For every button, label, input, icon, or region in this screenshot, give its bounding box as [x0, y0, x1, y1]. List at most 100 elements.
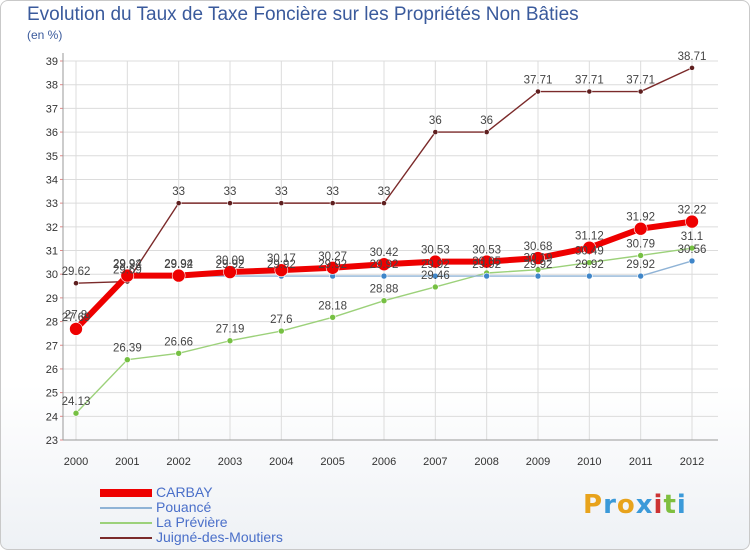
x-tick-label: 2000 — [64, 456, 88, 468]
y-tick-label: 28 — [46, 317, 58, 329]
data-label: 30.56 — [678, 244, 707, 256]
data-point — [274, 263, 289, 277]
data-point — [483, 129, 490, 135]
legend-label: Juigné-des-Moutiers — [156, 529, 283, 545]
legend-item: CARBAY — [100, 485, 283, 500]
x-tick-label: 2010 — [577, 456, 601, 468]
x-tick-label: 2003 — [218, 456, 242, 468]
data-point — [329, 200, 336, 207]
logo-letter: P — [583, 490, 604, 520]
legend: CARBAY Pouancé La Prévière Juigné-des-Mouti… — [100, 485, 283, 545]
data-label: 28.18 — [318, 300, 347, 312]
data-label: 30.17 — [267, 253, 296, 265]
data-label: 29.92 — [626, 259, 655, 271]
y-tick-label: 37 — [46, 103, 58, 115]
data-point — [380, 272, 388, 280]
y-tick-label: 29 — [46, 293, 58, 305]
x-tick-label: 2002 — [166, 456, 190, 468]
data-point — [325, 260, 340, 275]
data-point — [175, 350, 182, 357]
data-label: 31.1 — [681, 231, 703, 243]
data-label: 28.88 — [370, 284, 399, 296]
y-tick-label: 25 — [46, 388, 58, 400]
y-tick-label: 35 — [46, 151, 58, 163]
legend-swatch — [100, 488, 152, 497]
data-label: 33 — [275, 186, 288, 198]
data-label: 29.92 — [421, 259, 450, 271]
data-label: 29.92 — [216, 259, 245, 271]
data-label: 30.42 — [370, 247, 399, 259]
data-point — [171, 268, 186, 283]
data-point — [278, 200, 285, 207]
data-label: 24.13 — [62, 396, 91, 408]
data-point — [381, 200, 387, 207]
data-label: 37.71 — [575, 75, 604, 87]
data-label: 29.94 — [164, 259, 193, 271]
data-label: 26.39 — [113, 343, 142, 355]
data-point — [586, 259, 593, 266]
data-point — [531, 251, 545, 265]
data-point — [685, 214, 699, 229]
x-tick-label: 2006 — [372, 456, 396, 468]
data-label: 29.92 — [472, 259, 501, 271]
data-label: 29.92 — [318, 259, 347, 271]
y-tick-label: 24 — [46, 411, 58, 423]
data-label: 29.46 — [421, 270, 450, 282]
data-label: 30.27 — [318, 251, 347, 263]
x-tick-label: 2012 — [680, 456, 704, 468]
y-tick-label: 23 — [46, 435, 58, 447]
data-label: 30.53 — [421, 245, 450, 257]
data-label: 29.62 — [62, 266, 91, 278]
data-label: 26.66 — [164, 336, 193, 348]
legend-swatch — [100, 536, 152, 539]
legend-item: Pouancé — [100, 500, 283, 515]
data-label: 37.71 — [626, 75, 655, 87]
x-tick-label: 2008 — [474, 456, 498, 468]
data-point — [432, 272, 439, 280]
data-point — [73, 280, 79, 287]
y-tick-label: 26 — [46, 364, 58, 376]
data-point — [689, 64, 695, 71]
logo-letter: i — [676, 490, 687, 520]
logo-letter: x — [635, 490, 654, 520]
y-tick-label: 38 — [46, 80, 58, 92]
data-point — [688, 257, 696, 265]
data-point — [534, 272, 542, 280]
data-label: 33 — [326, 186, 339, 198]
logo-letter: t — [663, 490, 677, 520]
data-point — [432, 283, 439, 291]
y-tick-label: 27 — [46, 340, 58, 352]
logo-letter: i — [653, 490, 664, 520]
data-point — [534, 266, 542, 273]
data-label: 29.94 — [113, 259, 142, 271]
data-point — [175, 200, 182, 207]
y-tick-label: 30 — [46, 269, 58, 281]
data-point — [637, 252, 644, 259]
legend-label: Pouancé — [156, 499, 212, 515]
data-label: 31.92 — [626, 212, 655, 224]
y-tick-label: 32 — [46, 222, 58, 234]
x-tick-label: 2009 — [526, 456, 550, 468]
data-label: 33 — [224, 186, 237, 198]
data-label: 29.92 — [267, 259, 296, 271]
data-point — [124, 356, 131, 363]
y-tick-label: 39 — [46, 56, 58, 68]
data-label: 27.19 — [216, 324, 245, 336]
legend-item: Juigné-des-Moutiers — [100, 530, 283, 545]
data-point — [227, 200, 233, 207]
data-label: 31.12 — [575, 231, 604, 243]
y-tick-label: 31 — [46, 246, 58, 258]
data-label: 29.92 — [113, 259, 142, 271]
data-label: 30.19 — [524, 253, 553, 265]
legend-label: La Prévière — [156, 514, 228, 530]
data-point — [479, 254, 494, 269]
data-point — [223, 265, 237, 279]
data-label: 30.53 — [472, 245, 501, 257]
data-point — [637, 88, 644, 95]
legend-label: CARBAY — [156, 484, 213, 500]
data-point — [688, 244, 696, 252]
data-point — [586, 272, 593, 280]
y-tick-label: 36 — [46, 127, 58, 139]
data-label: 29.92 — [524, 259, 553, 271]
data-label: 30.49 — [575, 246, 604, 258]
